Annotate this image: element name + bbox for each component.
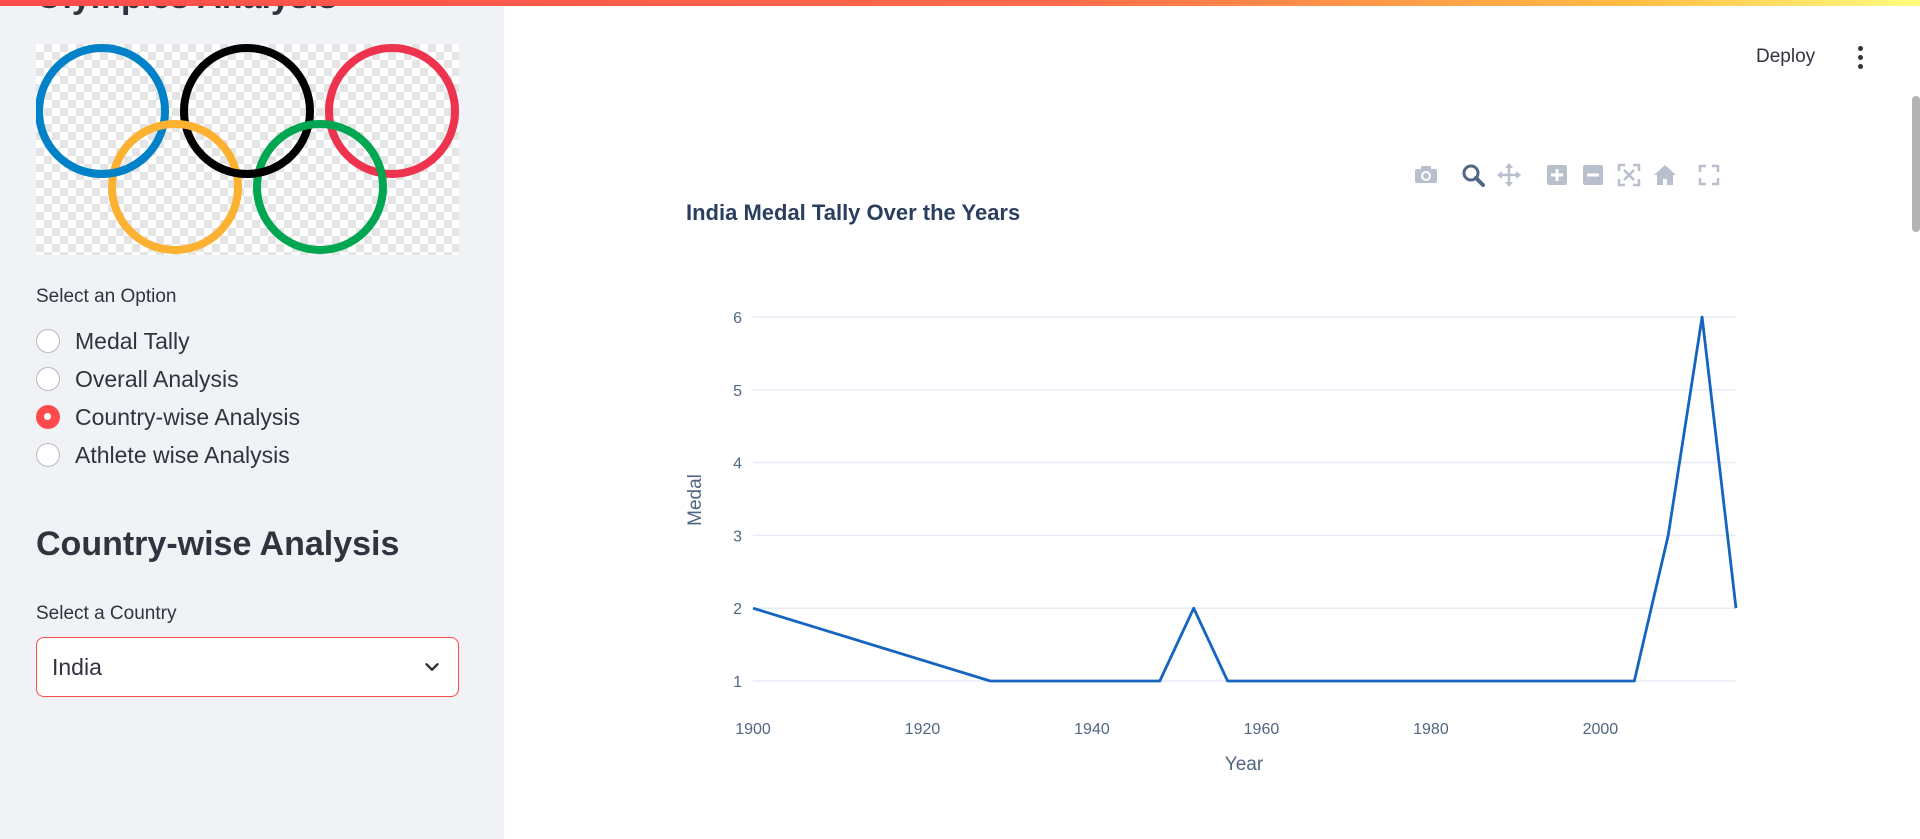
black-ring	[180, 44, 314, 178]
line-chart: 1 2 3 4 5 6 1900 1920 1940 1960 1980 2000 Year Meda…	[685, 310, 1738, 775]
sidebar: Olympics Analysis Select an Option Medal…	[0, 0, 504, 839]
deploy-button[interactable]: Deploy	[1756, 46, 1816, 67]
olympic-rings-logo	[36, 44, 459, 255]
radio-button[interactable]	[36, 367, 60, 391]
y-tick-label: 5	[733, 383, 742, 400]
top-decoration-stripe	[0, 0, 1920, 6]
zoom-in-icon[interactable]	[1544, 162, 1570, 188]
radio-button-selected[interactable]	[36, 405, 60, 429]
radio-overall-analysis[interactable]: Overall Analysis	[36, 360, 300, 398]
y-tick-label: 4	[733, 456, 742, 473]
pan-icon[interactable]	[1496, 162, 1522, 188]
radio-label: Overall Analysis	[75, 365, 239, 392]
scrollbar[interactable]	[1912, 96, 1920, 232]
y-tick-label: 6	[733, 310, 742, 327]
chevron-down-icon	[425, 663, 439, 671]
option-radio-group: Medal Tally Overall Analysis Country-wis…	[36, 322, 300, 474]
radio-button[interactable]	[36, 443, 60, 467]
country-select[interactable]: India	[36, 637, 459, 697]
y-tick-label: 1	[733, 674, 742, 691]
country-label: Select a Country	[36, 603, 177, 624]
radio-label: Medal Tally	[75, 327, 190, 354]
x-tick-label: 1940	[1074, 721, 1110, 738]
main-content: Deploy	[504, 0, 1920, 839]
radio-label: Athlete wise Analysis	[75, 441, 290, 468]
green-ring	[253, 120, 387, 254]
radio-medal-tally[interactable]: Medal Tally	[36, 322, 300, 360]
y-axis-title: Medal	[685, 474, 706, 526]
x-tick-label: 1920	[905, 721, 941, 738]
x-tick-label: 1960	[1244, 721, 1280, 738]
option-label: Select an Option	[36, 286, 177, 307]
y-tick-label: 3	[733, 528, 742, 545]
blue-ring	[36, 44, 169, 178]
yellow-ring	[108, 120, 242, 254]
reset-axes-icon[interactable]	[1652, 162, 1678, 188]
x-axis-title: Year	[1225, 754, 1264, 775]
radio-country-wise-analysis[interactable]: Country-wise Analysis	[36, 398, 300, 436]
y-tick-label: 2	[733, 601, 742, 618]
radio-button[interactable]	[36, 329, 60, 353]
main-menu-icon[interactable]	[1853, 46, 1867, 72]
camera-icon[interactable]	[1413, 162, 1439, 188]
x-tick-label: 2000	[1583, 721, 1619, 738]
x-tick-label: 1980	[1413, 721, 1449, 738]
red-ring	[325, 44, 459, 178]
zoom-icon[interactable]	[1460, 162, 1486, 188]
radio-label: Country-wise Analysis	[75, 403, 300, 430]
section-heading: Country-wise Analysis	[36, 525, 400, 563]
autoscale-icon[interactable]	[1616, 162, 1642, 188]
x-tick-label: 1900	[735, 721, 771, 738]
radio-athlete-wise-analysis[interactable]: Athlete wise Analysis	[36, 436, 300, 474]
fullscreen-icon[interactable]	[1696, 162, 1722, 188]
medal-series-line[interactable]	[752, 315, 1738, 683]
zoom-out-icon[interactable]	[1580, 162, 1606, 188]
country-select-value: India	[52, 653, 102, 680]
chart-title: India Medal Tally Over the Years	[686, 200, 1021, 225]
